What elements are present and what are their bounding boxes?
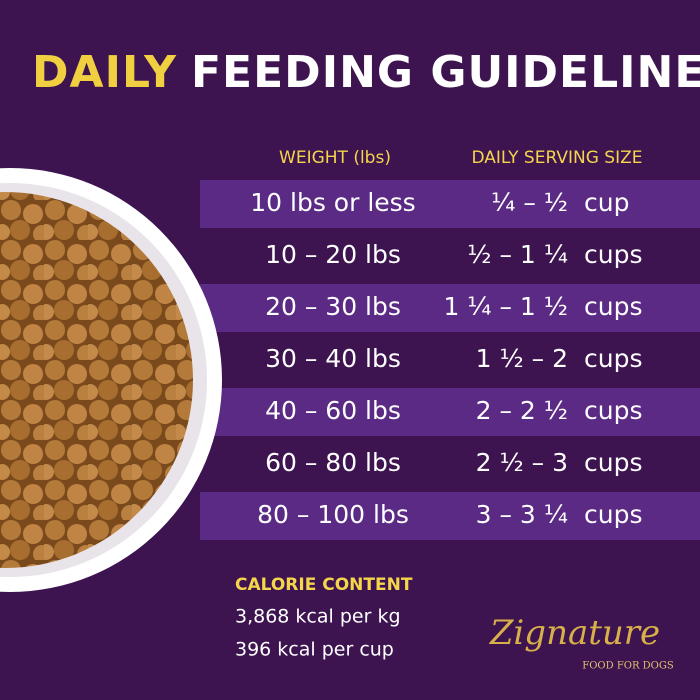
calorie-line: 396 kcal per cup [235, 639, 394, 661]
serving-unit: cup [584, 188, 629, 217]
row-band [200, 180, 700, 228]
row-bands [200, 180, 700, 540]
serving-unit: cups [584, 448, 642, 477]
serving-amount: 2 – 2 ½ [476, 396, 568, 425]
row-band [200, 388, 700, 436]
weight-header: WEIGHT (lbs) [279, 148, 391, 168]
row-band [200, 492, 700, 540]
weight-cell: 60 – 80 lbs [265, 448, 401, 477]
table-rows: 10 lbs or less ¼ – ½ cup 10 – 20 lbs ½ – 1 ¼… [250, 188, 642, 529]
serving-amount: 2 ½ – 3 [476, 448, 568, 477]
serving-unit: cups [584, 292, 642, 321]
serving-amount: 1 ¼ – 1 ½ [443, 292, 568, 321]
serving-unit: cups [584, 396, 642, 425]
serving-header: DAILY SERVING SIZE [472, 148, 643, 168]
serving-amount: 3 – 3 ¼ [476, 500, 568, 529]
calorie-line: 3,868 kcal per kg [235, 606, 401, 628]
weight-cell: 10 lbs or less [250, 188, 415, 217]
calorie-heading: CALORIE CONTENT [235, 575, 413, 595]
weight-cell: 40 – 60 lbs [265, 396, 401, 425]
weight-cell: 20 – 30 lbs [265, 292, 401, 321]
serving-unit: cups [584, 500, 642, 529]
serving-unit: cups [584, 240, 642, 269]
brand-logo: Zignature [489, 613, 660, 653]
title-main: FEEDING GUIDELINES [191, 47, 700, 98]
serving-amount: ¼ – ½ [491, 188, 568, 217]
title: DAILY FEEDING GUIDELINES [32, 47, 700, 98]
brand-tagline: FOOD FOR DOGS [582, 661, 674, 672]
serving-amount: ½ – 1 ¼ [467, 240, 568, 269]
kibble [0, 192, 193, 568]
serving-unit: cups [584, 344, 642, 373]
weight-cell: 30 – 40 lbs [265, 344, 401, 373]
row-band [200, 284, 700, 332]
weight-cell: 10 – 20 lbs [265, 240, 401, 269]
weight-cell: 80 – 100 lbs [257, 500, 409, 529]
title-accent: DAILY [32, 47, 177, 98]
serving-amount: 1 ½ – 2 [476, 344, 568, 373]
